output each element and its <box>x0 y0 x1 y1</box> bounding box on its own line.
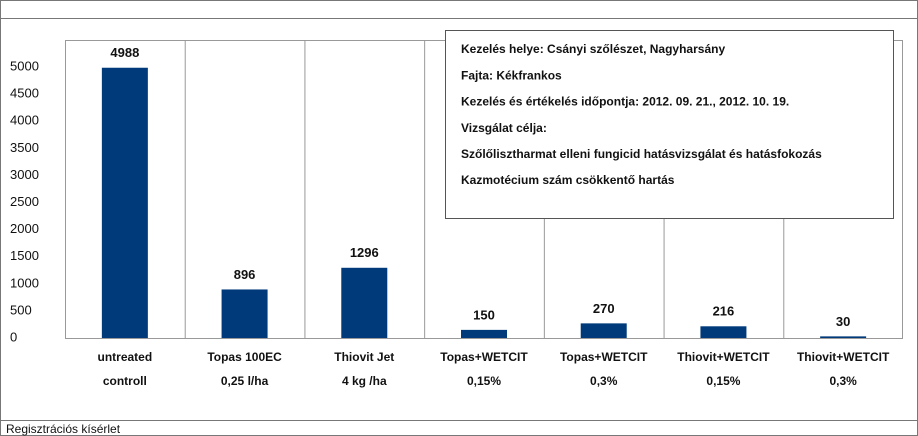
data-label: 30 <box>836 314 850 329</box>
info-box <box>445 30 894 219</box>
x-tick-label: Thiovit+WETCIT <box>677 350 770 364</box>
x-tick-label: Topas+WETCIT <box>440 350 528 364</box>
y-tick-label: 2000 <box>10 221 39 236</box>
bar <box>461 329 507 338</box>
y-tick-label: 3500 <box>10 140 39 155</box>
bar <box>101 67 148 338</box>
y-tick-label: 2500 <box>10 194 39 209</box>
data-label: 270 <box>593 301 615 316</box>
y-tick-label: 500 <box>10 302 32 317</box>
x-tick-label: controll <box>103 374 147 388</box>
y-tick-label: 1000 <box>10 275 39 290</box>
x-tick-label: 0,25 l/ha <box>221 374 269 388</box>
x-tick-label: 0,3% <box>590 374 618 388</box>
x-tick-label: 0,15% <box>706 374 740 388</box>
x-tick-label: untreated <box>98 350 153 364</box>
y-tick-label: 3000 <box>10 167 39 182</box>
info-line: Vizsgálat célja: <box>461 121 547 135</box>
info-line: Kezelés helye: Csányi szőlészet, Nagyhar… <box>461 42 725 56</box>
x-tick-label: 0,15% <box>467 374 501 388</box>
bar <box>341 267 388 338</box>
info-line: Kezelés és értékelés időpontja: 2012. 09… <box>461 95 789 109</box>
y-tick-label: 4000 <box>10 113 39 128</box>
bar <box>700 326 747 338</box>
data-label: 216 <box>713 304 735 319</box>
data-label: 150 <box>473 307 495 322</box>
info-line: Szőlőlisztharmat elleni fungicid hatásvi… <box>461 147 822 161</box>
x-tick-label: Topas 100EC <box>207 350 282 364</box>
info-line: Kazmotécium szám csökkentő hartás <box>461 173 675 187</box>
bar <box>221 289 268 338</box>
bar <box>580 323 627 338</box>
x-tick-label: Topas+WETCIT <box>560 350 648 364</box>
x-tick-label: Thiovit Jet <box>334 350 394 364</box>
footer: Regisztrációs kísérlet <box>6 422 121 436</box>
y-tick-label: 0 <box>10 329 17 344</box>
data-label: 1296 <box>350 245 379 260</box>
x-tick-label: 4 kg /ha <box>342 374 387 388</box>
y-tick-label: 4500 <box>10 86 39 101</box>
info-line: Fajta: Kékfrankos <box>461 68 562 82</box>
data-label: 4988 <box>110 45 139 60</box>
data-label: 896 <box>234 267 256 282</box>
y-tick-label: 1500 <box>10 248 39 263</box>
y-tick-label: 5000 <box>10 59 39 74</box>
bar <box>820 336 867 338</box>
x-tick-label: Thiovit+WETCIT <box>797 350 890 364</box>
x-tick-label: 0,3% <box>829 374 857 388</box>
